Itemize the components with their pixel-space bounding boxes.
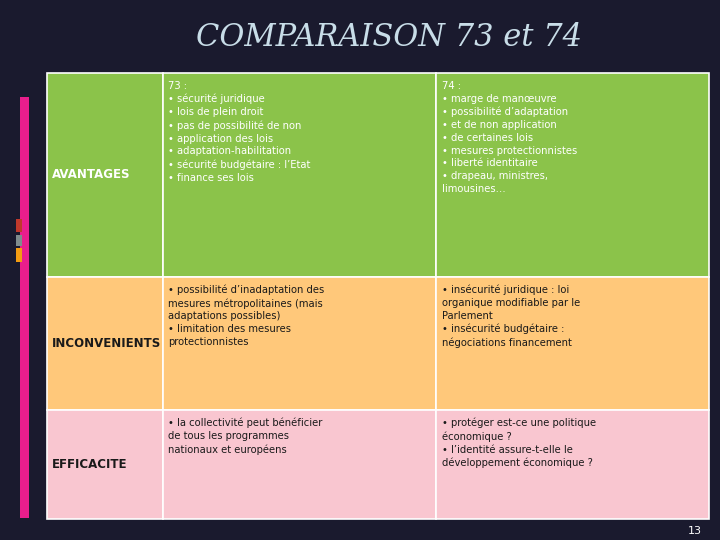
Text: INCONVENIENTS: INCONVENIENTS	[52, 337, 161, 350]
Text: • protéger est-ce une politique
économique ?
• l’identité assure-t-elle le
dével: • protéger est-ce une politique économiq…	[441, 418, 596, 468]
FancyBboxPatch shape	[16, 235, 22, 246]
FancyBboxPatch shape	[436, 73, 709, 276]
FancyBboxPatch shape	[47, 410, 163, 519]
FancyBboxPatch shape	[47, 276, 163, 410]
Text: 73 :
• sécurité juridique
• lois de plein droit
• pas de possibilité de non
• ap: 73 : • sécurité juridique • lois de plei…	[168, 81, 311, 183]
FancyBboxPatch shape	[20, 97, 29, 518]
Text: • insécurité juridique : loi
organique modifiable par le
Parlement
• insécurité : • insécurité juridique : loi organique m…	[441, 285, 580, 348]
Text: • possibilité d’inadaptation des
mesures métropolitaines (mais
adaptations possi: • possibilité d’inadaptation des mesures…	[168, 285, 325, 347]
FancyBboxPatch shape	[16, 219, 22, 232]
FancyBboxPatch shape	[163, 276, 436, 410]
Text: 13: 13	[688, 525, 702, 536]
Text: AVANTAGES: AVANTAGES	[52, 168, 130, 181]
FancyBboxPatch shape	[163, 410, 436, 519]
FancyBboxPatch shape	[436, 276, 709, 410]
FancyBboxPatch shape	[16, 248, 22, 262]
Text: EFFICACITE: EFFICACITE	[52, 458, 127, 471]
Text: 74 :
• marge de manœuvre
• possibilité d’adaptation
• et de non application
• de: 74 : • marge de manœuvre • possibilité d…	[441, 81, 577, 194]
Text: • la collectivité peut bénéficier
de tous les programmes
nationaux et européens: • la collectivité peut bénéficier de tou…	[168, 418, 323, 455]
Text: COMPARAISON 73 et 74: COMPARAISON 73 et 74	[196, 22, 582, 53]
FancyBboxPatch shape	[163, 73, 436, 276]
FancyBboxPatch shape	[47, 73, 163, 276]
FancyBboxPatch shape	[436, 410, 709, 519]
